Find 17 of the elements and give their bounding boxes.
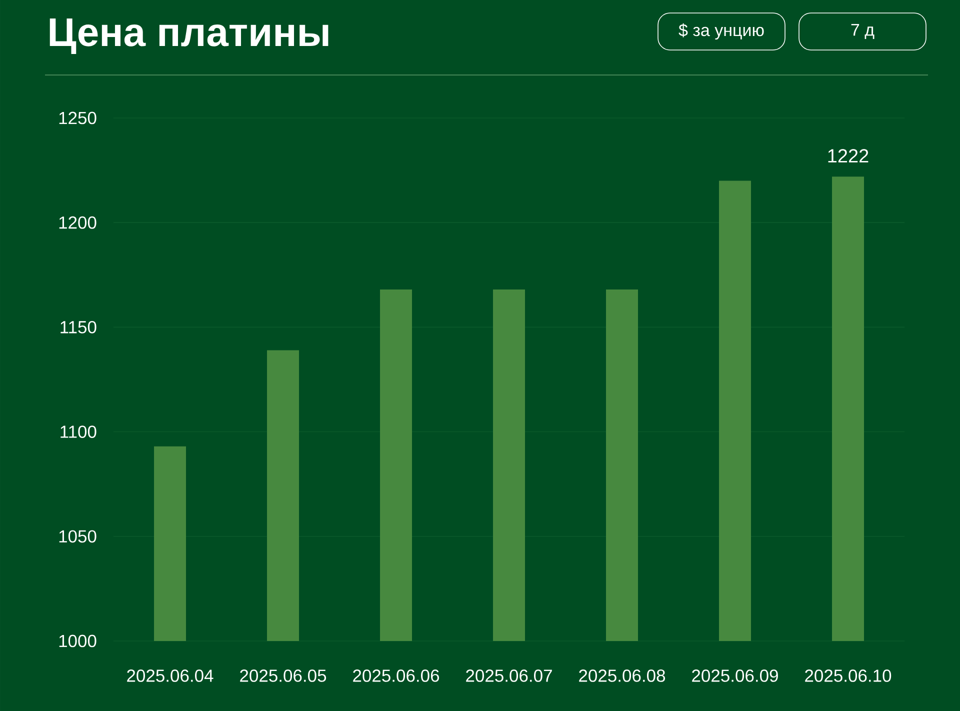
x-tick-label: 2025.06.07 [466,670,552,682]
data-label: 1222 [828,149,868,162]
text: $ за унцию [678,23,764,40]
x-tick-label: 2025.06.08 [579,670,666,682]
x-tick-label: 2025.06.04 [127,670,214,682]
y-tick-label: 1200 [59,216,96,229]
y-tick-label: 1000 [59,634,96,648]
y-tick-label: 1100 [60,426,96,438]
x-tick-label: 2025.06.09 [692,670,778,682]
x-tick-label: 2025.06.10 [805,670,892,682]
text: 7 д [851,24,874,40]
chart-title: Цена платины [50,18,328,54]
y-tick-label: 1150 [60,320,96,334]
x-tick-label: 2025.06.05 [240,670,326,682]
y-tick-label: 1050 [59,530,96,543]
x-tick-label: 2025.06.06 [353,670,440,682]
y-tick-label: 1250 [59,112,96,124]
